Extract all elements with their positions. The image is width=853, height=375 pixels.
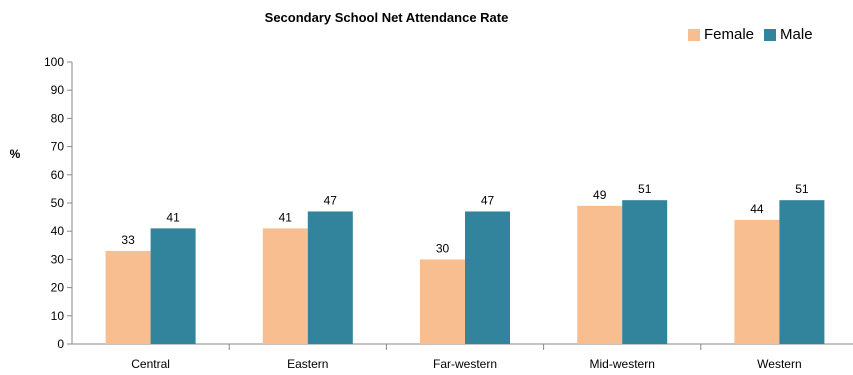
x-tick-label-eastern: Eastern xyxy=(287,357,328,371)
legend-swatch-female xyxy=(688,28,700,41)
legend-item-female: Female xyxy=(688,26,754,43)
bar-male-far-western xyxy=(465,211,510,344)
y-tick-label-100: 100 xyxy=(44,55,64,69)
data-label-female-western: 44 xyxy=(750,202,764,216)
y-tick-label-0: 0 xyxy=(57,337,64,351)
x-tick-label-mid-western: Mid-western xyxy=(590,357,655,371)
y-tick-label-40: 40 xyxy=(51,224,65,238)
y-tick-label-80: 80 xyxy=(51,111,65,125)
legend-label-male: Male xyxy=(780,26,813,43)
bar-male-eastern xyxy=(307,211,353,344)
data-label-male-western: 51 xyxy=(795,182,809,196)
bar-female-central xyxy=(105,250,151,344)
y-tick-label-50: 50 xyxy=(51,196,65,210)
chart-title: Secondary School Net Attendance Rate xyxy=(0,10,853,25)
data-label-male-central: 41 xyxy=(166,210,180,224)
data-label-female-central: 33 xyxy=(121,233,135,247)
data-label-male-mid-western: 51 xyxy=(638,182,652,196)
y-axis-label: % xyxy=(10,147,21,161)
legend-swatch-male xyxy=(764,28,777,41)
y-tick-label-70: 70 xyxy=(51,140,65,154)
x-tick-label-central: Central xyxy=(131,357,170,371)
y-tick-label-90: 90 xyxy=(51,83,65,97)
bar-female-eastern xyxy=(262,228,308,344)
data-label-male-eastern: 47 xyxy=(324,193,338,207)
y-tick-label-10: 10 xyxy=(51,309,65,323)
x-tick-label-western: Western xyxy=(757,357,801,371)
bar-male-central xyxy=(150,228,196,344)
bar-female-western xyxy=(734,219,780,344)
data-label-male-far-western: 47 xyxy=(481,193,495,207)
y-tick-label-20: 20 xyxy=(51,281,65,295)
data-label-female-mid-western: 49 xyxy=(593,188,607,202)
legend: Female Male xyxy=(688,26,823,43)
data-label-female-far-western: 30 xyxy=(436,241,450,255)
bar-female-mid-western xyxy=(577,205,623,344)
data-label-female-eastern: 41 xyxy=(279,210,293,224)
bar-male-mid-western xyxy=(622,200,668,344)
y-tick-label-30: 30 xyxy=(51,252,65,266)
bar-male-western xyxy=(779,200,825,344)
y-tick-label-60: 60 xyxy=(51,168,65,182)
legend-label-female: Female xyxy=(704,26,755,43)
chart-title-text: Secondary School Net Attendance Rate xyxy=(264,10,509,25)
bar-female-far-western xyxy=(420,259,465,344)
legend-item-male: Male xyxy=(764,26,813,43)
x-tick-label-far-western: Far-western xyxy=(433,357,497,371)
